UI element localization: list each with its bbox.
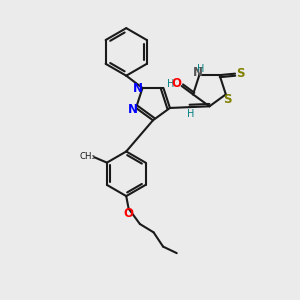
Text: H: H — [167, 80, 175, 89]
Text: S: S — [236, 67, 244, 80]
Text: N: N — [193, 66, 203, 79]
Text: S: S — [223, 93, 231, 106]
Text: H: H — [187, 109, 194, 119]
Text: O: O — [124, 207, 134, 220]
Text: N: N — [133, 82, 143, 94]
Text: CH₃: CH₃ — [80, 152, 96, 161]
Text: H: H — [196, 64, 204, 74]
Text: N: N — [128, 103, 138, 116]
Text: O: O — [171, 77, 182, 91]
